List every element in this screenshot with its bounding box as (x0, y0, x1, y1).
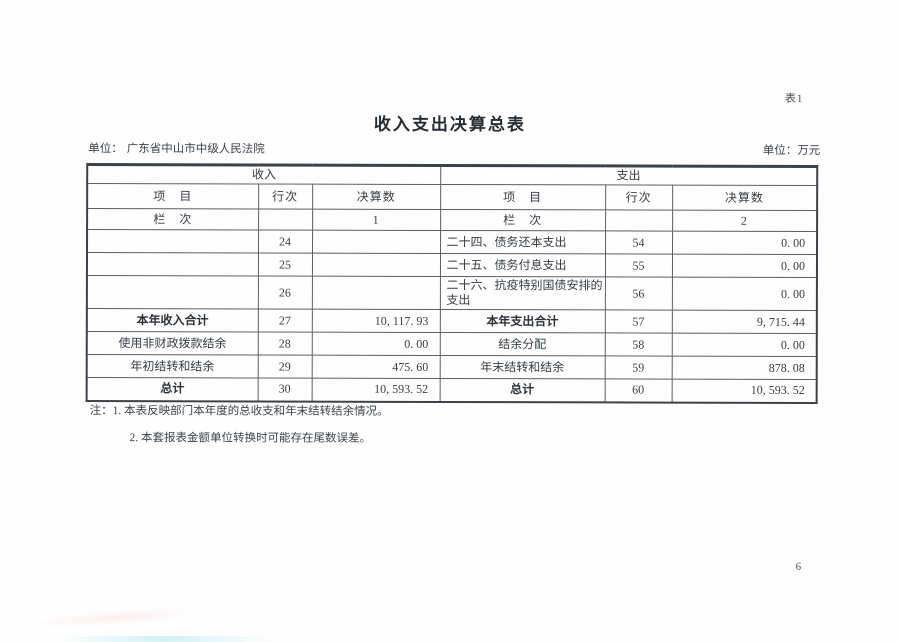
expense-item-cell: 年末结转和结余 (439, 355, 605, 379)
footnote-prefix: 注： (89, 405, 113, 418)
unit-name: 广东省中山市中级人民法院 (126, 143, 265, 156)
income-item-cell: 本年收入合计 (86, 308, 258, 332)
expense-amount-cell: 10, 593. 52 (671, 379, 817, 403)
footnote-2: 2. 本套报表金额单位转换时可能存在尾数误差。 (129, 432, 372, 445)
expense-item-cell: 二十四、债务还本支出 (440, 230, 606, 254)
expense-rowno-header: 行次 (605, 184, 673, 211)
expense-amount-cell: 0. 00 (671, 333, 817, 357)
expense-lanci-empty (605, 209, 673, 232)
income-amount-cell: 0. 00 (311, 332, 440, 356)
income-section-header: 收入 (87, 164, 441, 185)
expense-rowno-cell: 59 (604, 355, 672, 380)
expense-amount-cell: 9, 715. 44 (671, 310, 817, 334)
footnote-1: 注：1. 本表反映部门本年度的总收支和年末结转结余情况。 (90, 403, 389, 420)
income-amount-cell: 10, 593. 52 (311, 378, 440, 402)
footnotes: 注：1. 本表反映部门本年度的总收支和年末结转结余情况。 2. 本套报表金额单位… (90, 403, 389, 447)
income-item-cell: 总计 (86, 377, 258, 401)
income-rowno-cell: 26 (257, 275, 312, 310)
expense-rowno-cell: 56 (604, 276, 672, 311)
expense-item-cell: 总计 (439, 378, 605, 402)
column-index-row: 栏 次 1 栏 次 2 (87, 208, 818, 232)
summary-table: 收入 支出 项 目 行次 决算数 项 目 行次 决算数 栏 次 1 栏 次 (85, 163, 819, 404)
income-item-cell (87, 229, 259, 253)
expense-item-cell: 二十五、债务付息支出 (439, 253, 606, 277)
unit-info-row: 单位： 广东省中山市中级人民法院 单位：万元 (88, 140, 820, 158)
table-row: 24 二十四、债务还本支出 54 0. 00 (87, 229, 818, 255)
currency-unit: 单位：万元 (762, 144, 821, 157)
table-row: 25 二十五、债务付息支出 55 0. 00 (86, 252, 818, 278)
section-header-row: 收入 支出 (87, 164, 818, 186)
income-item-cell: 使用非财政拨款结余 (86, 331, 258, 355)
income-rowno-cell: 29 (257, 354, 312, 379)
expense-rowno-cell: 58 (604, 332, 672, 357)
expense-section-header: 支出 (440, 165, 818, 186)
unit-label: 单位： (88, 143, 123, 156)
expense-amount-cell: 0. 00 (671, 254, 818, 278)
expense-rowno-cell: 57 (604, 309, 672, 334)
income-amount-cell: 475. 60 (311, 355, 440, 379)
income-lanci-label: 栏 次 (87, 208, 259, 230)
table-row-total: 总计 30 10, 593. 52 总计 60 10, 593. 52 (86, 377, 817, 403)
expense-item-cell: 本年支出合计 (439, 309, 605, 333)
expense-amount-cell: 0. 00 (672, 231, 818, 255)
table-row: 26 二十六、抗疫特别国债安排的支出 56 0. 00 (86, 275, 818, 311)
income-col-index: 1 (312, 209, 441, 231)
expense-lanci-label: 栏 次 (440, 209, 606, 231)
income-item-cell (86, 275, 258, 309)
income-item-header: 项 目 (87, 183, 259, 209)
income-rowno-cell: 27 (257, 308, 312, 333)
income-rowno-cell: 24 (258, 229, 313, 254)
expense-amount-header: 决算数 (672, 185, 818, 211)
income-amount-cell (311, 276, 440, 310)
expense-rowno-cell: 60 (604, 378, 672, 403)
table-row: 年初结转和结余 29 475. 60 年末结转和结余 59 878. 08 (86, 354, 817, 380)
expense-col-index: 2 (672, 210, 818, 232)
income-amount-cell: 10, 117. 93 (311, 309, 440, 333)
reporting-unit: 单位： 广东省中山市中级人民法院 (88, 140, 269, 156)
page-title: 收入支出决算总表 (373, 114, 526, 135)
expense-item-cell: 结余分配 (439, 332, 605, 356)
income-item-cell: 年初结转和结余 (86, 354, 258, 378)
income-lanci-empty (258, 208, 313, 231)
table-row: 使用非财政拨款结余 28 0. 00 结余分配 58 0. 00 (86, 331, 817, 357)
expense-rowno-cell: 55 (604, 253, 673, 278)
income-rowno-cell: 28 (257, 331, 312, 356)
table-row: 本年收入合计 27 10, 117. 93 本年支出合计 57 9, 715. … (86, 308, 817, 334)
table-number-tag: 表1 (784, 92, 804, 105)
expense-item-cell: 二十六、抗疫特别国债安排的支出 (439, 276, 605, 310)
income-rowno-cell: 30 (257, 377, 312, 402)
page-number: 6 (795, 560, 802, 573)
income-item-cell (86, 252, 259, 276)
expense-amount-cell: 0. 00 (671, 277, 818, 311)
column-header-row: 项 目 行次 决算数 项 目 行次 决算数 (87, 183, 818, 211)
footnote-1-text: 1. 本表反映部门本年度的总收支和年末结转结余情况。 (112, 405, 389, 418)
income-amount-cell (312, 230, 441, 254)
income-rowno-cell: 25 (257, 252, 313, 277)
income-rowno-header: 行次 (258, 183, 313, 210)
expense-rowno-cell: 54 (605, 230, 673, 255)
income-amount-header: 决算数 (312, 184, 441, 210)
expense-amount-cell: 878. 08 (671, 356, 817, 380)
expense-item-header: 项 目 (440, 184, 606, 210)
income-amount-cell (311, 253, 441, 277)
